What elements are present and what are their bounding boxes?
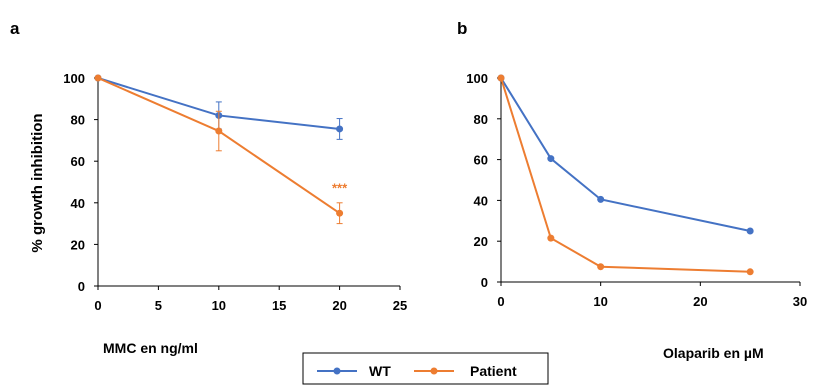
panel-a-x-tick-label: 0 bbox=[94, 298, 101, 313]
panel-a-x-tick-label: 25 bbox=[393, 298, 407, 313]
panel-b-axes: 0 10 20 30 0 20 40 60 80 100 bbox=[466, 71, 807, 309]
panel-b: b Olaparib en µM 0 10 20 30 0 20 40 60 80 100 bbox=[457, 19, 807, 361]
panel-b-wt-point bbox=[597, 195, 605, 203]
panel-a-ylabel: % growth inhibition bbox=[29, 113, 46, 252]
panel-a-label: a bbox=[10, 19, 20, 38]
legend-entry-wt: WT bbox=[317, 363, 391, 379]
panel-b-wt-point bbox=[547, 155, 555, 163]
panel-b-y-tick-label: 20 bbox=[474, 234, 488, 249]
panel-b-patient-point bbox=[597, 263, 605, 271]
legend: WT Patient bbox=[302, 352, 549, 385]
panel-a-x-tick-label: 20 bbox=[332, 298, 346, 313]
panel-a-patient-point bbox=[215, 127, 223, 135]
legend-box bbox=[302, 352, 549, 385]
panel-a-patient-point bbox=[336, 209, 344, 217]
panel-b-x-tick-label: 30 bbox=[793, 294, 807, 309]
panel-b-x-tick-label: 20 bbox=[693, 294, 707, 309]
panel-a: a % growth inhibition MMC en ng/ml 0 5 10 1… bbox=[10, 19, 407, 356]
panel-b-y-tick-label: 0 bbox=[481, 275, 488, 290]
panel-a-x-tick-label: 15 bbox=[272, 298, 286, 313]
panel-b-y-tick-label: 60 bbox=[474, 153, 488, 168]
panel-a-y-tick-label: 60 bbox=[71, 154, 85, 169]
panel-b-patient-point bbox=[746, 268, 754, 276]
panel-a-wt-point bbox=[336, 125, 344, 133]
panel-a-y-tick-label: 100 bbox=[63, 71, 85, 86]
panel-a-y-tick-label: 80 bbox=[71, 113, 85, 128]
panel-a-axes: 0 5 10 15 20 25 0 20 40 60 80 100 bbox=[63, 71, 407, 313]
panel-b-marks bbox=[497, 74, 754, 276]
panel-a-x-tick-label: 5 bbox=[155, 298, 162, 313]
panel-b-patient-point bbox=[497, 74, 505, 82]
panel-b-y-tick-label: 80 bbox=[474, 112, 488, 127]
panel-b-patient-line bbox=[500, 77, 751, 273]
panel-b-x-tick-label: 10 bbox=[593, 294, 607, 309]
panel-b-label: b bbox=[457, 19, 467, 38]
panel-a-patient-point bbox=[94, 74, 102, 82]
legend-patient-label: Patient bbox=[470, 363, 517, 379]
panel-b-wt-line bbox=[500, 77, 751, 232]
legend-wt-label: WT bbox=[369, 363, 391, 379]
panel-a-y-tick-label: 20 bbox=[71, 237, 85, 252]
panel-a-marks: *** bbox=[94, 74, 348, 225]
panel-b-wt-point bbox=[746, 227, 754, 235]
panel-b-x-tick-label: 0 bbox=[497, 294, 504, 309]
panel-a-y-tick-label: 0 bbox=[78, 279, 85, 294]
legend-wt-marker bbox=[333, 367, 341, 375]
panel-a-y-tick-label: 40 bbox=[71, 196, 85, 211]
panel-b-y-tick-label: 100 bbox=[466, 71, 488, 86]
panel-a-xlabel: MMC en ng/ml bbox=[103, 340, 198, 356]
legend-entry-patient: Patient bbox=[414, 363, 517, 379]
panel-b-y-tick-label: 40 bbox=[474, 193, 488, 208]
panel-b-xlabel: Olaparib en µM bbox=[663, 345, 764, 361]
panel-a-x-tick-label: 10 bbox=[212, 298, 226, 313]
panel-a-significance-annotation: *** bbox=[332, 180, 348, 195]
legend-patient-marker bbox=[430, 367, 438, 375]
panel-b-patient-point bbox=[547, 234, 555, 242]
